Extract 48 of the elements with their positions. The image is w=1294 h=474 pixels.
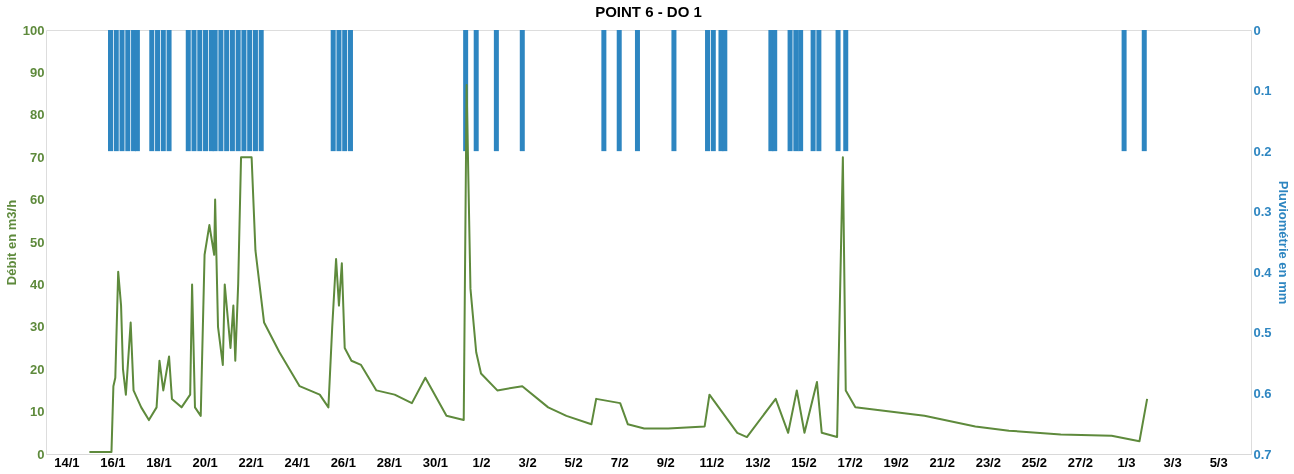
- x-tick-label: 20/1: [192, 454, 218, 470]
- x-tick-label: 7/2: [610, 454, 629, 470]
- y2-tick-label: 0: [1253, 22, 1261, 38]
- x-tick-label: 3/2: [518, 454, 537, 470]
- x-tick-label: 16/1: [100, 454, 126, 470]
- x-tick-label: 25/2: [1021, 454, 1048, 470]
- x-tick-label: 19/2: [883, 454, 909, 470]
- y2-axis-title: Pluviométrie en mm: [1275, 180, 1291, 305]
- x-tick-label: 5/3: [1209, 454, 1228, 470]
- x-tick-label: 30/1: [422, 454, 449, 470]
- y-tick-label: 0: [37, 446, 45, 462]
- x-tick-label: 11/2: [699, 454, 725, 470]
- x-tick-label: 24/1: [284, 454, 310, 470]
- x-tick-label: 18/1: [146, 454, 172, 470]
- x-tick-label: 23/2: [975, 454, 1001, 470]
- x-tick-label: 27/2: [1067, 454, 1094, 470]
- x-tick-label: 5/2: [564, 454, 583, 470]
- x-tick-label: 28/1: [376, 454, 403, 470]
- y2-tick-label: 0.4: [1253, 264, 1273, 280]
- x-tick-label: 3/3: [1163, 454, 1182, 470]
- y-tick-label: 80: [30, 107, 45, 123]
- y-axis-title: Débit en m3/h: [3, 199, 19, 286]
- x-tick-label: 1/2: [472, 454, 491, 470]
- y-tick-label: 70: [30, 149, 45, 165]
- y-tick-label: 40: [30, 276, 45, 292]
- x-tick-label: 21/2: [929, 454, 955, 470]
- x-tick-label: 15/2: [791, 454, 817, 470]
- y2-tick-label: 0.5: [1253, 325, 1272, 341]
- x-tick-label: 17/2: [837, 454, 863, 470]
- y2-tick-label: 0.7: [1253, 446, 1272, 462]
- x-tick-label: 26/1: [330, 454, 356, 470]
- y-tick-label: 20: [30, 361, 45, 377]
- y-tick-label: 90: [30, 64, 45, 80]
- y-tick-label: 100: [22, 22, 45, 38]
- x-tick-label: 22/1: [238, 454, 264, 470]
- y-tick-label: 30: [30, 319, 45, 335]
- y2-tick-label: 0.6: [1253, 385, 1272, 401]
- x-tick-label: 14/1: [54, 454, 80, 470]
- x-tick-label: 13/2: [745, 454, 771, 470]
- y-tick-label: 60: [30, 192, 45, 208]
- chart-title: POINT 6 - DO 1: [595, 3, 702, 20]
- x-tick-label: 1/3: [1117, 454, 1136, 470]
- y-tick-label: 10: [30, 404, 45, 420]
- x-tick-label: 9/2: [656, 454, 675, 470]
- y2-tick-label: 0.1: [1253, 83, 1272, 99]
- y-tick-label: 50: [30, 234, 45, 250]
- y2-tick-label: 0.3: [1253, 204, 1272, 220]
- y2-tick-label: 0.2: [1253, 143, 1272, 159]
